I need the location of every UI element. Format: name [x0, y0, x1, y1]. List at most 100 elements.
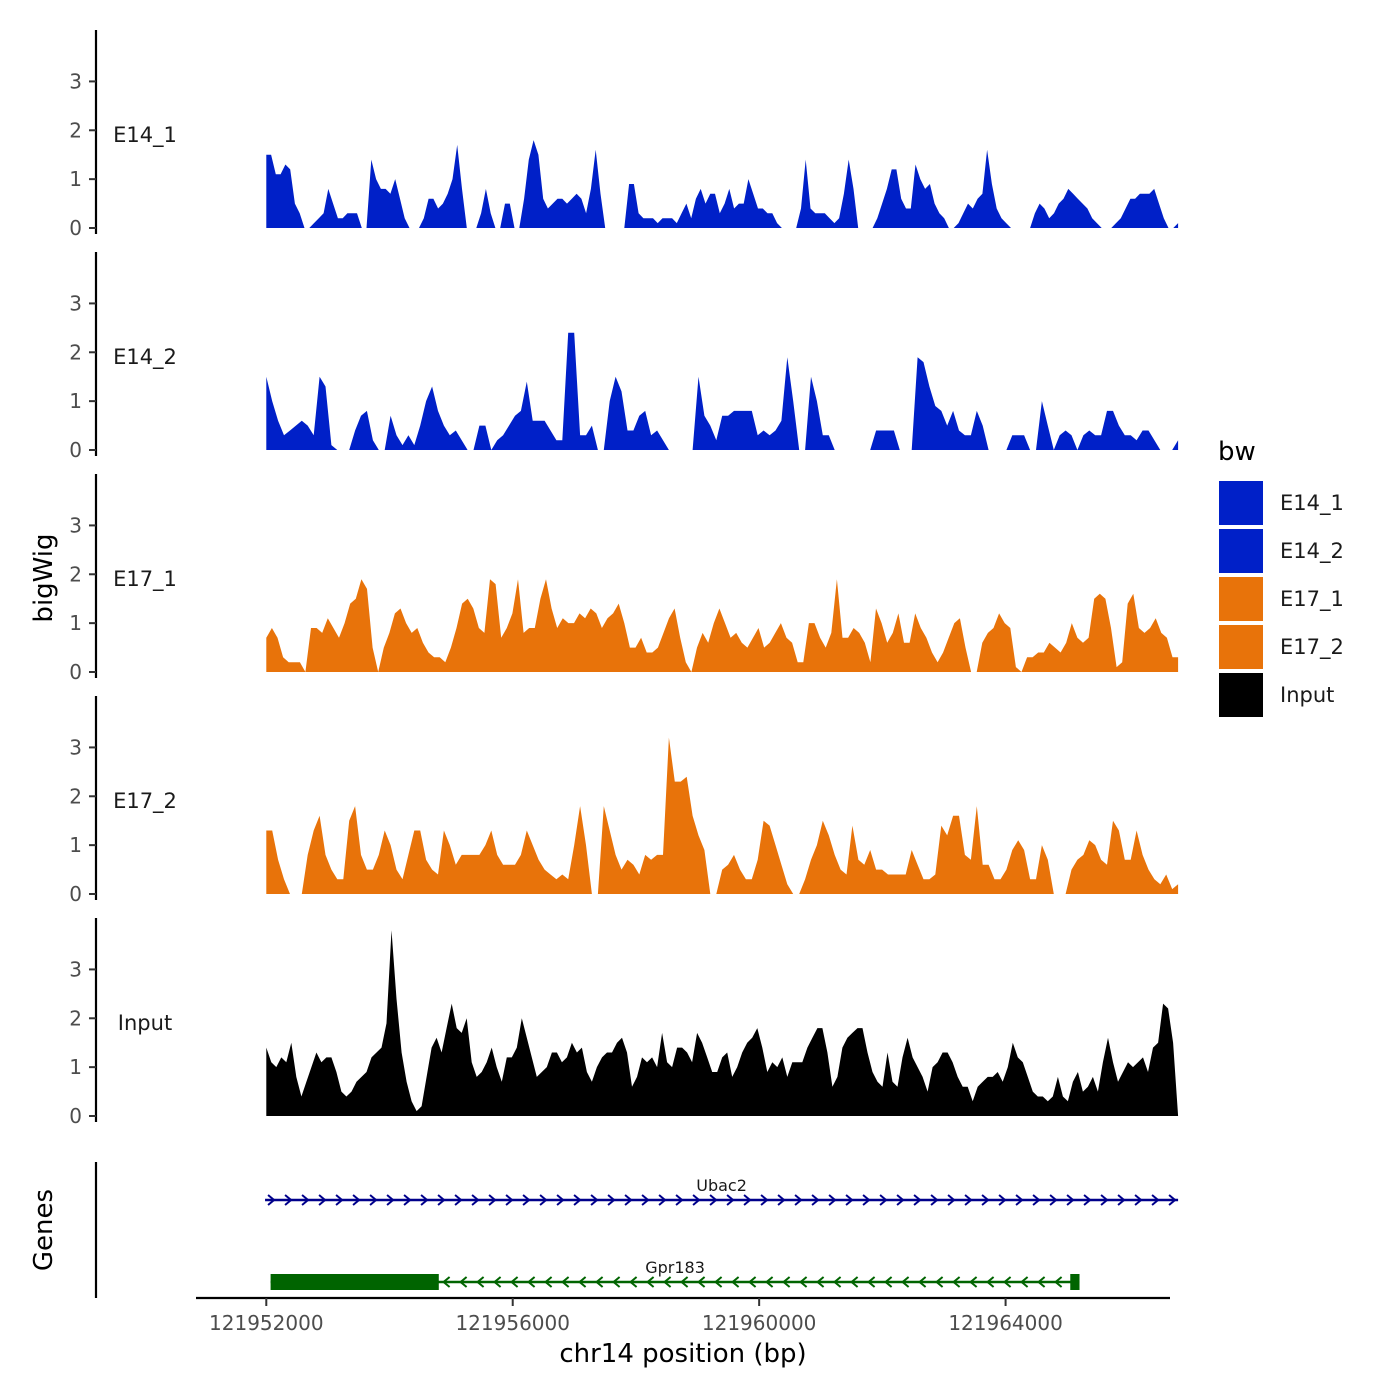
strand-chevron — [442, 1276, 451, 1288]
y-tick-label: 0 — [69, 438, 82, 462]
strand-chevron — [981, 1194, 990, 1206]
legend: bw E14_1 E14_2 E17_1 E17_2 Input — [1217, 437, 1344, 719]
strand-chevron — [386, 1194, 395, 1206]
strand-chevron — [352, 1194, 361, 1206]
strand-chevron — [969, 1276, 978, 1288]
strand-chevron — [578, 1276, 587, 1288]
strand-chevron — [267, 1194, 276, 1206]
y-tick-label: 2 — [69, 340, 82, 364]
strand-chevron — [318, 1194, 327, 1206]
strand-chevron — [845, 1194, 854, 1206]
strand-chevron — [675, 1194, 684, 1206]
strand-chevron — [454, 1194, 463, 1206]
strand-chevron — [731, 1276, 740, 1288]
bigwig-track-panels: 0 1 2 3 E14_1 0 1 2 3 E14_2 0 1 2 3 E17_1 0 1 2 3 E17_2 0 1 2 3… — [69, 30, 1179, 1128]
genes-axis-title: Genes — [29, 1189, 59, 1271]
legend-swatch — [1217, 479, 1265, 527]
strand-chevron — [697, 1276, 706, 1288]
strand-chevron — [1049, 1194, 1058, 1206]
strand-chevron — [1003, 1276, 1012, 1288]
strand-chevron — [556, 1194, 565, 1206]
strand-chevron — [1054, 1276, 1063, 1288]
y-tick-label: 2 — [69, 562, 82, 586]
strand-chevron — [709, 1194, 718, 1206]
strand-chevron — [420, 1194, 429, 1206]
gene-ubac2: Ubac2 — [265, 1176, 1179, 1206]
strand-chevron — [765, 1276, 774, 1288]
strand-chevron — [493, 1276, 502, 1288]
strand-chevron — [641, 1194, 650, 1206]
y-tick-label: 3 — [69, 513, 82, 537]
strand-chevron — [527, 1276, 536, 1288]
track-label: Input — [118, 1011, 172, 1035]
track-label: E14_2 — [113, 345, 177, 370]
strand-chevron — [833, 1276, 842, 1288]
x-axis-title: chr14 position (bp) — [559, 1339, 806, 1369]
track-label: E17_1 — [113, 567, 177, 592]
strand-chevron — [505, 1194, 514, 1206]
strand-chevron — [1083, 1194, 1092, 1206]
strand-chevron — [760, 1194, 769, 1206]
strand-chevron — [850, 1276, 859, 1288]
legend-label: Input — [1280, 683, 1334, 707]
y-tick-label: 1 — [69, 389, 82, 413]
y-tick-label: 1 — [69, 167, 82, 191]
strand-chevron — [471, 1194, 480, 1206]
strand-chevron — [884, 1276, 893, 1288]
strand-chevron — [522, 1194, 531, 1206]
strand-chevron — [1117, 1194, 1126, 1206]
legend-swatch — [1217, 623, 1265, 671]
strand-chevron — [964, 1194, 973, 1206]
y-tick-label: 3 — [69, 735, 82, 759]
coverage-area-input — [266, 930, 1179, 1116]
exon-block — [1070, 1274, 1080, 1290]
strand-chevron — [539, 1194, 548, 1206]
strand-chevron — [935, 1276, 944, 1288]
strand-chevron — [879, 1194, 888, 1206]
strand-chevron — [1134, 1194, 1143, 1206]
strand-chevron — [510, 1276, 519, 1288]
legend-title: bw — [1218, 437, 1256, 467]
strand-chevron — [369, 1194, 378, 1206]
strand-chevron — [986, 1276, 995, 1288]
strand-chevron — [930, 1194, 939, 1206]
strand-chevron — [612, 1276, 621, 1288]
y-tick-label: 0 — [69, 216, 82, 240]
gene-gpr183: Gpr183 — [270, 1258, 1080, 1290]
strand-chevron — [1151, 1194, 1160, 1206]
strand-chevron — [459, 1276, 468, 1288]
x-tick-label: 121956000 — [455, 1311, 570, 1335]
legend-label: E17_1 — [1280, 587, 1344, 612]
y-tick-label: 2 — [69, 1006, 82, 1030]
strand-chevron — [896, 1194, 905, 1206]
track-input: 0 1 2 3 Input — [69, 918, 1179, 1128]
strand-chevron — [624, 1194, 633, 1206]
strand-chevron — [743, 1194, 752, 1206]
y-tick-label: 1 — [69, 611, 82, 635]
strand-chevron — [595, 1276, 604, 1288]
track-e14-1: 0 1 2 3 E14_1 — [69, 30, 1179, 240]
strand-chevron — [782, 1276, 791, 1288]
strand-chevron — [476, 1276, 485, 1288]
legend-swatch — [1217, 575, 1265, 623]
strand-chevron — [1032, 1194, 1041, 1206]
strand-chevron — [658, 1194, 667, 1206]
strand-chevron — [748, 1276, 757, 1288]
gene-label: Gpr183 — [645, 1258, 705, 1277]
strand-chevron — [590, 1194, 599, 1206]
strand-chevron — [794, 1194, 803, 1206]
strand-chevron — [726, 1194, 735, 1206]
x-tick-label: 121952000 — [209, 1311, 324, 1335]
coverage-area-e17-2 — [266, 737, 1179, 894]
y-tick-label: 2 — [69, 784, 82, 808]
track-e17-2: 0 1 2 3 E17_2 — [69, 696, 1179, 906]
strand-chevron — [862, 1194, 871, 1206]
legend-label: E14_2 — [1280, 539, 1344, 564]
strand-chevron — [335, 1194, 344, 1206]
exon-block — [270, 1274, 439, 1290]
strand-chevron — [811, 1194, 820, 1206]
strand-chevron — [947, 1194, 956, 1206]
gene-label: Ubac2 — [696, 1176, 747, 1195]
track-label: E17_2 — [113, 789, 177, 814]
